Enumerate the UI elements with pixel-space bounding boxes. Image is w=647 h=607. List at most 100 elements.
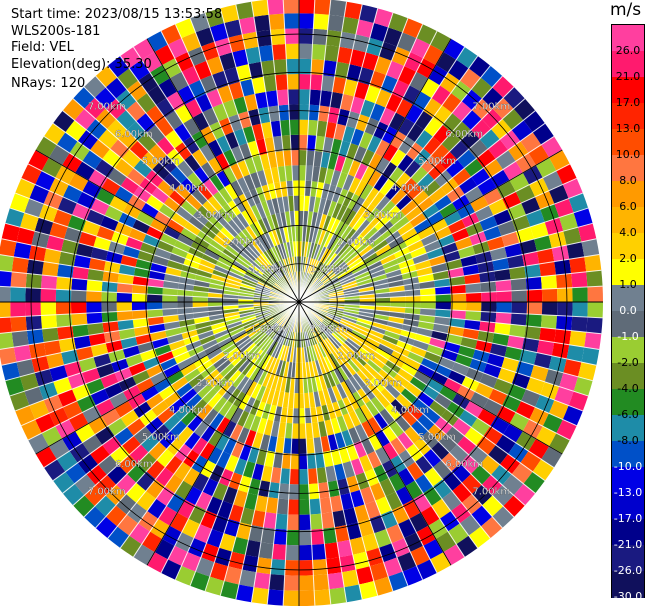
velocity-gate xyxy=(315,343,324,359)
velocity-gate xyxy=(207,139,224,158)
velocity-gate xyxy=(197,359,213,374)
velocity-gate xyxy=(257,236,269,252)
velocity-gate xyxy=(209,412,225,430)
velocity-gate xyxy=(244,322,260,333)
velocity-gate xyxy=(337,399,349,416)
velocity-gate xyxy=(310,528,325,545)
velocity-gate xyxy=(352,215,366,232)
velocity-gate xyxy=(451,393,471,410)
velocity-gate xyxy=(286,180,294,197)
velocity-gate xyxy=(188,215,205,231)
velocity-gate xyxy=(238,569,257,588)
velocity-gate xyxy=(440,409,459,427)
velocity-gate xyxy=(115,89,137,110)
velocity-gate xyxy=(504,346,523,362)
velocity-gate xyxy=(344,251,359,264)
velocity-gate xyxy=(150,371,168,386)
velocity-gate xyxy=(397,551,417,572)
velocity-gate xyxy=(281,135,292,151)
velocity-gate xyxy=(372,239,389,253)
velocity-gate xyxy=(186,393,203,410)
velocity-gate xyxy=(46,235,65,252)
velocity-gate xyxy=(283,346,290,362)
velocity-gate xyxy=(268,13,285,30)
velocity-gate xyxy=(184,431,201,450)
velocity-gate xyxy=(89,444,110,465)
colorbar-swatch xyxy=(612,51,644,78)
velocity-gate xyxy=(132,284,148,295)
velocity-gate xyxy=(366,260,383,272)
velocity-gate xyxy=(437,356,456,371)
velocity-gate xyxy=(349,49,366,68)
velocity-gate xyxy=(451,194,471,211)
velocity-gate xyxy=(361,166,375,184)
ray-separator xyxy=(0,270,300,303)
velocity-gate xyxy=(243,320,259,330)
velocity-gate xyxy=(343,309,360,315)
velocity-gate xyxy=(331,202,343,219)
velocity-gate xyxy=(249,188,261,205)
velocity-gate xyxy=(400,362,418,377)
velocity-gate xyxy=(147,85,167,106)
velocity-gate xyxy=(105,77,127,99)
velocity-gate xyxy=(231,264,247,275)
velocity-gate xyxy=(254,238,266,253)
velocity-gate xyxy=(434,393,452,410)
velocity-gate xyxy=(369,355,386,369)
velocity-gate xyxy=(394,414,411,432)
velocity-gate xyxy=(358,244,373,258)
velocity-gate xyxy=(118,212,137,228)
velocity-gate xyxy=(332,351,344,366)
velocity-gate xyxy=(317,246,327,262)
velocity-gate xyxy=(556,419,577,441)
velocity-gate xyxy=(404,160,422,178)
velocity-gate xyxy=(263,338,275,353)
velocity-gate xyxy=(479,455,500,475)
velocity-gate xyxy=(95,426,115,445)
velocity-gate xyxy=(326,29,342,47)
velocity-gate xyxy=(346,522,362,540)
velocity-gate xyxy=(75,242,94,258)
velocity-gate xyxy=(75,346,94,362)
velocity-gate xyxy=(348,212,362,229)
velocity-gate xyxy=(357,314,374,322)
velocity-gate xyxy=(449,317,466,329)
velocity-gate xyxy=(384,263,401,274)
velocity-gate xyxy=(0,317,12,334)
velocity-gate xyxy=(286,58,299,75)
velocity-gate xyxy=(397,32,417,53)
velocity-gate xyxy=(569,330,587,348)
ray-separator xyxy=(298,301,316,606)
velocity-gate xyxy=(365,37,384,57)
velocity-gate xyxy=(358,454,374,473)
velocity-gate xyxy=(281,453,292,469)
velocity-gate xyxy=(223,366,238,382)
velocity-gate xyxy=(334,263,349,276)
velocity-gate xyxy=(382,258,399,270)
velocity-gate xyxy=(55,289,72,302)
velocity-gate xyxy=(209,351,226,365)
velocity-gate xyxy=(157,240,175,253)
colorbar-swatch xyxy=(612,415,644,442)
velocity-gate xyxy=(95,474,117,496)
velocity-gate xyxy=(346,64,362,82)
velocity-gate xyxy=(146,363,164,378)
velocity-gate xyxy=(226,274,243,284)
velocity-gate xyxy=(288,104,299,120)
velocity-gate xyxy=(21,419,42,441)
velocity-gate xyxy=(482,495,504,517)
velocity-gate xyxy=(314,212,323,229)
velocity-gate xyxy=(200,543,220,563)
velocity-gate xyxy=(154,378,172,394)
velocity-gate xyxy=(279,468,291,485)
ray-separator xyxy=(298,4,363,303)
instrument-text: WLS200s-181 xyxy=(11,23,101,39)
velocity-gate xyxy=(368,264,385,275)
velocity-gate xyxy=(241,316,257,324)
velocity-gate xyxy=(339,274,355,284)
velocity-gate xyxy=(147,498,167,519)
velocity-gate xyxy=(526,209,545,227)
velocity-gate xyxy=(322,60,338,77)
velocity-gate xyxy=(152,162,171,180)
colorbar-swatch xyxy=(612,311,644,338)
